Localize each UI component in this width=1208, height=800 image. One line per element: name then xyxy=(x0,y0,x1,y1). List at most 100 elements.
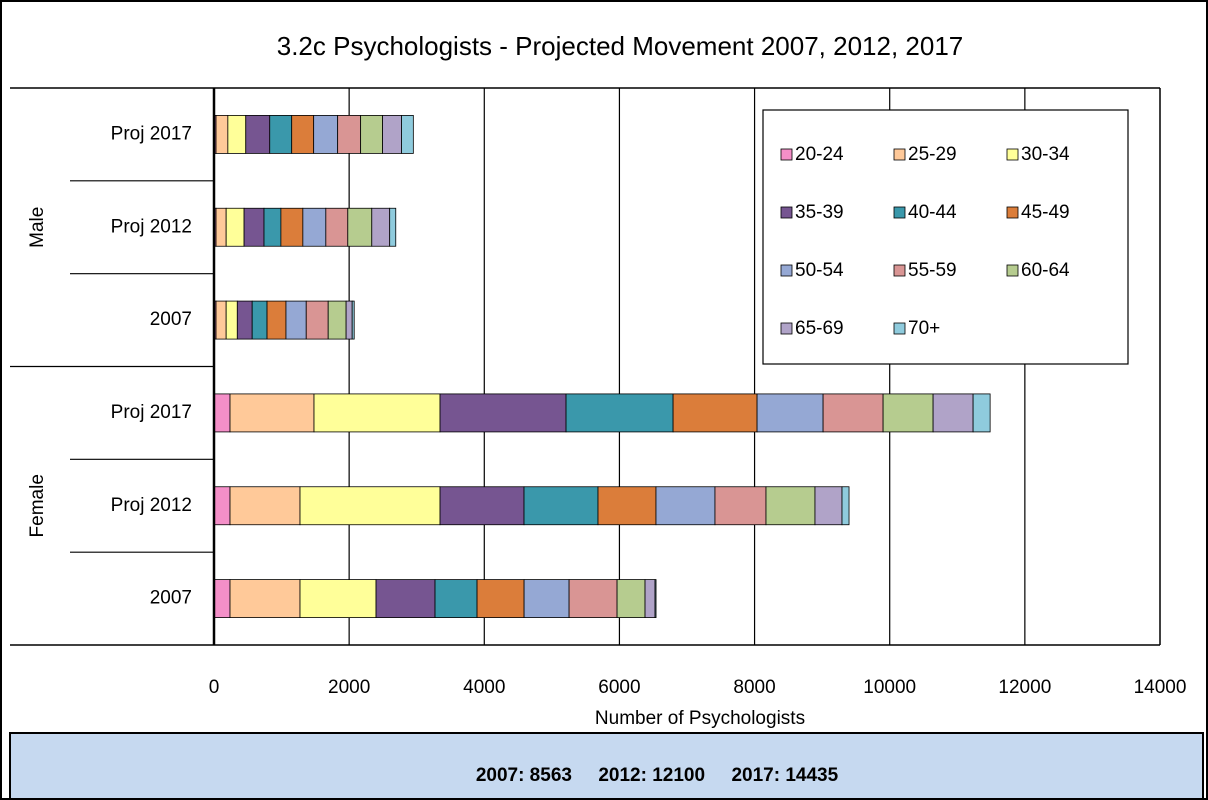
bar-segment xyxy=(655,486,716,526)
legend-label: 25-29 xyxy=(908,144,957,165)
legend-label: 65-69 xyxy=(795,318,844,339)
bar-segment xyxy=(616,579,646,618)
legend-label: 60-64 xyxy=(1021,260,1070,281)
x-tick-label: 14000 xyxy=(1134,677,1187,698)
bar-segment xyxy=(476,579,525,618)
legend-swatch xyxy=(893,264,906,277)
bar-segment xyxy=(325,207,349,247)
bar-segment xyxy=(337,115,362,154)
bar-segment xyxy=(245,115,271,154)
footer-box xyxy=(9,732,1204,800)
bar-segment xyxy=(814,486,843,526)
legend-label: 30-34 xyxy=(1021,144,1070,165)
bar-segment xyxy=(229,486,301,526)
y-tick-label: Proj 2012 xyxy=(111,216,192,237)
bar-segment xyxy=(672,393,758,433)
bar-segment xyxy=(439,486,525,526)
bar-segment xyxy=(213,579,231,618)
x-tick-label: 0 xyxy=(209,677,220,698)
bar-segment xyxy=(227,115,247,154)
legend-box xyxy=(762,109,1129,365)
bar-segment xyxy=(972,393,991,433)
bar-segment xyxy=(215,115,229,154)
bar-segment xyxy=(236,300,253,340)
x-tick-label: 12000 xyxy=(998,677,1051,698)
bar-segment xyxy=(302,207,327,247)
bar-segment xyxy=(568,579,618,618)
y-tick-label: Proj 2012 xyxy=(111,495,192,516)
x-tick-label: 4000 xyxy=(463,677,505,698)
bar-segment xyxy=(644,579,656,618)
bar-segment xyxy=(932,393,974,433)
bar-segment xyxy=(714,486,767,526)
bar-segment xyxy=(822,393,884,433)
legend-swatch xyxy=(1006,148,1019,161)
bar-segment xyxy=(345,300,353,340)
x-axis-label: Number of Psychologists xyxy=(595,708,805,729)
x-tick-label: 8000 xyxy=(733,677,775,698)
bar-segment xyxy=(371,207,391,247)
bar-segment xyxy=(765,486,816,526)
bar-segment xyxy=(215,207,227,247)
bar-segment xyxy=(841,486,850,526)
bar-segment xyxy=(225,207,245,247)
x-tick-label: 2000 xyxy=(328,677,370,698)
legend-label: 20-24 xyxy=(795,144,844,165)
footer-text: 2007: 8563 2012: 12100 2017: 14435 xyxy=(476,765,839,786)
legend-swatch xyxy=(893,148,906,161)
legend-swatch xyxy=(893,206,906,219)
legend-swatch xyxy=(1006,264,1019,277)
legend-swatch xyxy=(780,264,793,277)
legend-label: 70+ xyxy=(908,318,940,339)
bar-segment xyxy=(299,486,441,526)
group-label: Female xyxy=(27,474,48,537)
bar-segment xyxy=(351,300,355,340)
bar-segment xyxy=(251,300,268,340)
legend-label: 55-59 xyxy=(908,260,957,281)
bar-segment xyxy=(523,579,570,618)
bar-segment xyxy=(401,115,414,154)
bar-segment xyxy=(263,207,282,247)
bar-segment xyxy=(215,300,227,340)
bar-segment xyxy=(313,115,339,154)
bar-segment xyxy=(225,300,238,340)
legend-swatch xyxy=(780,206,793,219)
bar-segment xyxy=(269,115,293,154)
x-tick-label: 6000 xyxy=(598,677,640,698)
bar-segment xyxy=(597,486,657,526)
y-tick-label: Proj 2017 xyxy=(111,402,192,423)
bar-segment xyxy=(266,300,287,340)
bar-segment xyxy=(229,393,315,433)
legend-swatch xyxy=(1006,206,1019,219)
legend-swatch xyxy=(780,322,793,335)
legend-label: 35-39 xyxy=(795,202,844,223)
bar-segment xyxy=(291,115,315,154)
bar-segment xyxy=(229,579,301,618)
bar-segment xyxy=(882,393,934,433)
y-tick-label: Proj 2017 xyxy=(111,123,192,144)
group-label: Male xyxy=(27,207,48,248)
bar-segment xyxy=(280,207,304,247)
bar-segment xyxy=(213,486,231,526)
bar-segment xyxy=(439,393,567,433)
bar-segment xyxy=(299,579,377,618)
x-tick-label: 10000 xyxy=(863,677,916,698)
bar-segment xyxy=(389,207,397,247)
bar-segment xyxy=(213,393,231,433)
legend: 20-24 25-29 30-34 35-39 40-44 45-49 50-54 55-59… xyxy=(762,109,1129,365)
legend-swatch xyxy=(780,148,793,161)
bar-segment xyxy=(360,115,383,154)
bar-segment xyxy=(347,207,373,247)
chart-title: 3.2c Psychologists - Projected Movement … xyxy=(277,31,964,61)
bar-segment xyxy=(375,579,436,618)
bar-segment xyxy=(285,300,307,340)
legend-swatch xyxy=(893,322,906,335)
bar-segment xyxy=(327,300,347,340)
legend-label: 45-49 xyxy=(1021,202,1070,223)
bar-segment xyxy=(434,579,478,618)
bar-segment xyxy=(382,115,402,154)
bar-segment xyxy=(305,300,329,340)
y-tick-label: 2007 xyxy=(150,309,192,330)
